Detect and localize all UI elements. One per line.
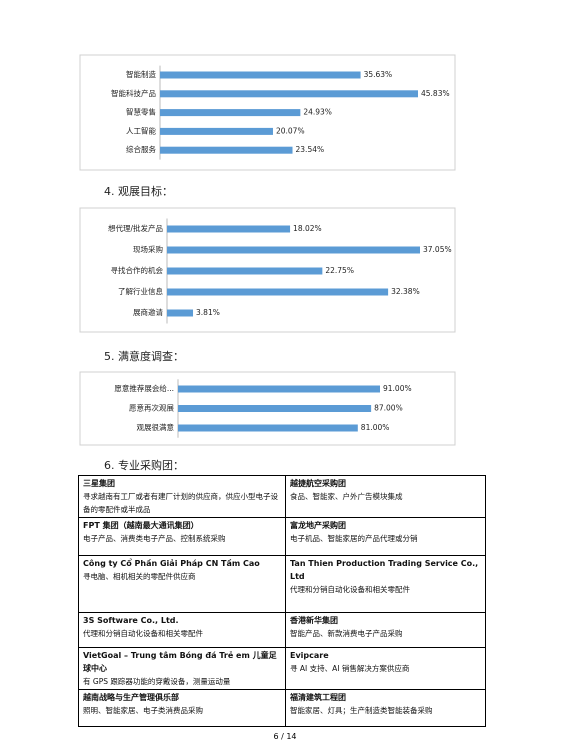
bar [160,127,273,135]
table-row: 三星集团 寻求越南有工厂或者有建厂计划的供应商，供应小型电子设备的零配件或半成品越… [78,475,486,518]
buyer-desc: 智能家居、灯具；生产制造类智能装备采购 [290,706,433,715]
charts: 智能制造 35.63% 智能科技产品 45.83% 智慧零售 24.93% 人工智能 20.0… [79,54,456,446]
value-label: 18.02% [293,224,322,233]
bar [167,267,323,275]
buyer-desc: 寻电脑、相机相关的零配件供应商 [83,572,196,581]
table-row: Công ty Cổ Phần Giải Pháp CN Tầm Cao 寻电脑、… [78,555,486,613]
buyer-desc: 电子机品、智能家居的产品代理或分销 [290,534,418,543]
category-label: 了解行业信息 [118,286,163,296]
category-label: 寻找合作的机会 [111,265,164,275]
value-label: 22.75% [325,266,354,275]
value-label: 91.00% [383,384,412,393]
chart-frame [79,207,456,333]
value-label: 20.07% [276,126,305,135]
category-label: 智慧零售 [126,107,156,117]
buyer-name: Công ty Cổ Phần Giải Pháp CN Tầm Cao [83,559,260,568]
bar [178,385,380,393]
value-label: 37.05% [423,245,452,254]
value-label: 45.83% [421,89,450,98]
bar [160,71,361,79]
category-label: 想代理/批发产品 [108,223,163,233]
buyer-name: 越捷航空采购团 [290,479,346,488]
buyer-table: 三星集团 寻求越南有工厂或者有建厂计划的供应商，供应小型电子设备的零配件或半成品越… [78,475,486,727]
buyer-name: VietGoal – Trung tâm Bóng đá Trẻ em 儿童足球… [83,651,277,673]
table-cell: 越捷航空采购团食品、智能家、户外广告模块集成 [285,475,486,518]
value-label: 23.54% [296,145,325,154]
table-row: VietGoal – Trung tâm Bóng đá Trẻ em 儿童足球… [78,647,486,690]
chart-frame [79,371,456,446]
table-row: 3S Software Co., Ltd. 代理和分销自动化设备和相关零配件 香港新… [78,612,486,648]
buyer-desc: 照明、智能家居、电子类消费品采购 [83,706,203,715]
section-heading: 6. 专业采购团： [104,459,184,472]
category-label: 智能制造 [126,69,156,79]
category-label: 展商邀请 [133,307,163,317]
table-cell: VietGoal – Trung tâm Bóng đá Trẻ em 儿童足球… [78,647,286,690]
table-row: 越南战略与生产管理俱乐部 照明、智能家居、电子类消费品采购 福清建筑工程团 智能家居、… [78,689,486,727]
buyer-desc: 智能产品、新款消费电子产品采购 [290,629,403,638]
buyer-desc: 食品、智能家、户外广告模块集成 [290,492,403,501]
bar [160,90,418,98]
buyer-desc: 电子产品、消费类电子产品、控制系统采购 [83,534,226,543]
category-label: 现场采购 [133,244,163,254]
bar [167,225,291,233]
buyer-name: Tan Thien Production Trading Service Co.… [290,559,479,581]
bar [178,405,372,412]
value-label: 3.81% [196,308,220,317]
table-cell: Tan Thien Production Trading Service Co.… [285,555,486,613]
category-label: 愿意推荐展会给... [114,383,174,393]
buyer-desc: 寻求越南有工厂或者有建厂计划的供应商，供应小型电子设备的零配件或半成品 [83,492,278,514]
table-cell: 福清建筑工程团智能家居、灯具；生产制造类智能装备采购 [285,689,486,727]
table-cell: 3S Software Co., Ltd. 代理和分销自动化设备和相关零配件 [78,612,286,648]
buyer-desc: 代理和分销自动化设备和相关零配件 [83,629,203,638]
bar [167,246,420,254]
value-label: 24.93% [303,108,332,117]
section-heading: 5. 满意度调查： [104,350,184,363]
buyer-name: 3S Software Co., Ltd. [83,616,179,625]
buyer-desc: 寻 AI 支持、AI 销售解决方案供应商 [290,664,410,673]
page-number: 6 / 14 [273,732,297,741]
buyer-name: FPT 集团（越南最大通讯集团） [83,521,199,530]
category-label: 人工智能 [126,125,156,135]
table-cell: 富龙地产采购团电子机品、智能家居的产品代理或分销 [285,517,486,556]
value-label: 32.38% [391,287,420,296]
buyer-name: 越南战略与生产管理俱乐部 [83,693,179,702]
bar [160,146,293,154]
category-label: 综合服务 [126,144,156,154]
table-cell: 香港新华集团智能产品、新款消费电子产品采购 [285,612,486,648]
buyer-name: Evipcare [290,651,329,660]
table-cell: Công ty Cổ Phần Giải Pháp CN Tầm Cao 寻电脑、… [78,555,286,613]
category-label: 智能科技产品 [111,88,156,98]
bar [167,288,389,296]
table-cell: Evipcare 寻 AI 支持、AI 销售解决方案供应商 [285,647,486,690]
section-heading: 4. 观展目标： [104,185,173,198]
buyer-name: 香港新华集团 [290,616,338,625]
category-label: 观展很满意 [137,422,175,432]
value-label: 81.00% [361,423,390,432]
buyer-name: 三星集团 [83,479,115,488]
table-cell: 三星集团寻求越南有工厂或者有建厂计划的供应商，供应小型电子设备的零配件或半成品 [78,475,286,518]
value-label: 35.63% [364,70,393,79]
chart-frame [79,54,456,171]
bar [178,424,358,432]
bar [160,109,301,117]
table-row: FPT 集团（越南最大通讯集团） 电子产品、消费类电子产品、控制系统采购 富龙地产采… [78,517,486,556]
buyer-desc: 有 GPS 跟踪器功能的穿戴设备，测量运动量 [83,677,231,686]
table-cell: 越南战略与生产管理俱乐部照明、智能家居、电子类消费品采购 [78,689,286,727]
buyer-name: 福清建筑工程团 [290,693,346,702]
buyer-desc: 代理和分销自动化设备和相关零配件 [290,585,410,594]
buyer-name: 富龙地产采购团 [290,521,346,530]
value-label: 87.00% [374,404,403,413]
table-cell: FPT 集团（越南最大通讯集团） 电子产品、消费类电子产品、控制系统采购 [78,517,286,556]
bar [167,309,194,317]
category-label: 愿意再次观展 [129,403,174,413]
